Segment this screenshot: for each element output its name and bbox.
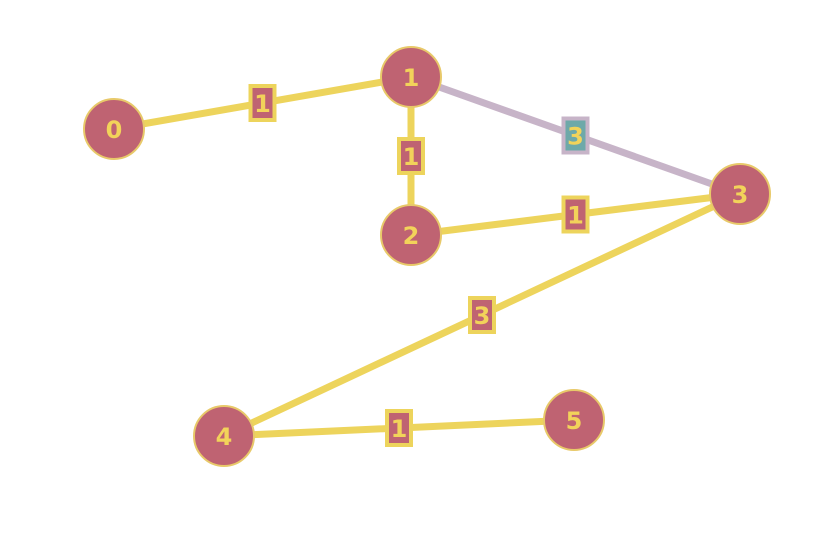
node-4: 4 <box>193 405 255 467</box>
edge-weight-box <box>468 296 496 334</box>
nodes-layer: 0 1 2 3 4 5 <box>83 46 771 467</box>
node-circle <box>709 163 771 225</box>
edge-weight-box <box>397 137 425 175</box>
edge-weight-box <box>561 195 590 234</box>
node-circle <box>193 405 255 467</box>
edge-weight-box <box>385 409 413 447</box>
edge-weight-box <box>561 116 590 155</box>
edge-weight-1-3: 3 <box>561 116 590 155</box>
edge-weight-2-3: 1 <box>561 195 590 234</box>
node-label: 2 <box>403 222 420 250</box>
edge-weight-0-1: 1 <box>248 84 277 122</box>
edge-weight-4-5: 1 <box>385 409 413 447</box>
edge-weight-label: 3 <box>474 302 491 330</box>
edge-weight-label: 1 <box>391 415 408 443</box>
edge-weight-label: 1 <box>403 143 420 171</box>
edge-weight-label: 1 <box>567 202 584 230</box>
node-circle <box>543 389 605 451</box>
edge-weight-label: 3 <box>567 123 584 151</box>
node-label: 1 <box>403 64 420 92</box>
edge-weights-layer: 1 1 3 1 3 1 <box>248 84 590 447</box>
node-circle <box>380 46 442 108</box>
node-3: 3 <box>709 163 771 225</box>
node-circle <box>83 98 145 160</box>
edge-weight-1-2: 1 <box>397 137 425 175</box>
node-circle <box>380 204 442 266</box>
edge-weight-3-4: 3 <box>468 296 496 334</box>
edge-weight-label: 1 <box>254 90 271 118</box>
edge-weight-box <box>248 84 277 122</box>
node-label: 4 <box>216 423 233 451</box>
node-1: 1 <box>380 46 442 108</box>
node-0: 0 <box>83 98 145 160</box>
node-label: 5 <box>566 407 583 435</box>
node-label: 0 <box>106 116 123 144</box>
node-5: 5 <box>543 389 605 451</box>
node-label: 3 <box>732 181 749 209</box>
node-2: 2 <box>380 204 442 266</box>
